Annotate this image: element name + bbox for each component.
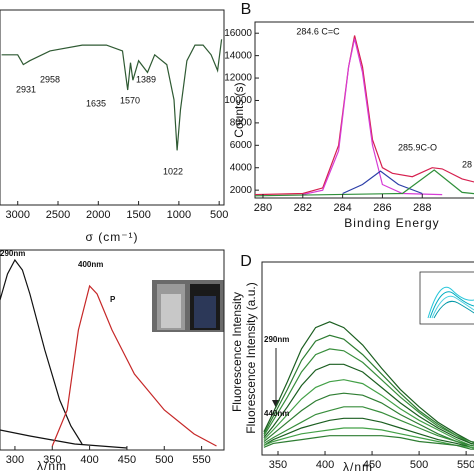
annotation: 440nm (264, 409, 289, 418)
y-tick-label: 10000 (224, 95, 252, 106)
series-line (255, 35, 474, 196)
x-tick-label: 400 (316, 459, 334, 471)
y-tick-label: 6000 (230, 140, 253, 151)
x-tick-label: 280 (254, 202, 272, 214)
y-tick-label: 8000 (230, 118, 253, 129)
x-tick-label: 284 (333, 202, 351, 214)
series-line (263, 435, 474, 450)
x-tick-label: 550 (457, 459, 474, 471)
series-line (263, 417, 474, 449)
x-axis-label: σ (cm⁻¹) (85, 230, 138, 244)
annotation: 290nm (264, 335, 289, 344)
annotation: 1570 (120, 95, 140, 105)
annotation: 2958 (40, 74, 60, 84)
x-axis-label: λ/nm (343, 460, 373, 474)
series-line (51, 284, 217, 447)
arrow (272, 348, 280, 408)
y-tick-label: 14000 (224, 50, 252, 61)
plot-frame (0, 249, 225, 451)
series-line (263, 427, 474, 449)
y-axis-label: Fluorescence Intensity (230, 292, 244, 412)
annotation: 284.6 C=C (296, 26, 340, 36)
plot-area (255, 35, 474, 197)
panel-label: B (241, 1, 252, 18)
series-line (1, 39, 223, 151)
photo-inset (152, 280, 224, 332)
annotation: 1635 (86, 98, 106, 108)
annotation: 285.9C-O (398, 142, 437, 152)
annotation: P (110, 295, 116, 304)
series-line (263, 406, 474, 449)
annotation: 2931 (16, 84, 36, 94)
annotation: 1022 (163, 166, 183, 176)
annotation: 1389 (136, 74, 156, 84)
x-tick-label: 2500 (46, 209, 70, 221)
x-tick-label: 350 (43, 454, 61, 466)
y-axis-label: Fluorescence Intensity (a.u.) (244, 282, 258, 433)
x-tick-label: 500 (410, 459, 428, 471)
x-axis-label: λ/nm (37, 459, 67, 473)
series-line (0, 258, 83, 445)
plot-area (1, 39, 223, 151)
series-line (263, 348, 474, 445)
x-tick-label: 288 (413, 202, 431, 214)
x-tick-label: 3000 (5, 209, 29, 221)
x-tick-label: 300 (6, 454, 24, 466)
plot-frame (0, 9, 225, 206)
x-axis-label: Binding Energy (344, 216, 439, 230)
series-line (302, 38, 443, 196)
y-tick-label: 4000 (230, 162, 253, 173)
x-tick-label: 1000 (167, 209, 191, 221)
y-tick-label: 12000 (224, 73, 252, 84)
spectra-inset (419, 271, 474, 325)
series-line (342, 170, 423, 195)
series-line (263, 321, 474, 443)
plot-area (263, 321, 474, 450)
x-tick-label: 450 (118, 454, 136, 466)
panel-label: D (240, 253, 252, 270)
x-tick-label: 450 (363, 459, 381, 471)
plot-area (0, 258, 217, 449)
x-tick-label: 2000 (86, 209, 110, 221)
series-line (263, 363, 474, 445)
annotation: 400nm (78, 260, 103, 269)
annotation: 28 (462, 159, 472, 169)
x-tick-label: 550 (192, 454, 210, 466)
x-tick-label: 500 (155, 454, 173, 466)
x-tick-label: 1500 (126, 209, 150, 221)
plot-frame (261, 261, 474, 456)
series-line (263, 379, 474, 447)
series-line (0, 429, 127, 449)
y-tick-label: 16000 (224, 28, 252, 39)
series-line (263, 392, 474, 447)
x-tick-label: 286 (373, 202, 391, 214)
x-tick-label: 350 (269, 459, 287, 471)
x-tick-label: 400 (80, 454, 98, 466)
annotation: 290nm (0, 249, 25, 258)
x-tick-label: 282 (294, 202, 312, 214)
series-line (255, 169, 474, 197)
y-tick-label: 2000 (230, 185, 253, 196)
plot-frame (254, 21, 474, 199)
y-axis-label: Counts (s) (232, 82, 246, 137)
x-tick-label: 500 (210, 209, 228, 221)
